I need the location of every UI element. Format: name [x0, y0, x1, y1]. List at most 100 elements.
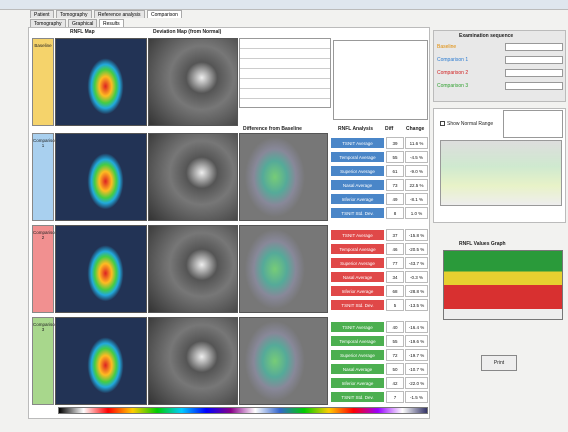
diff-value: 77: [386, 257, 404, 269]
rnfl-map: [55, 225, 147, 313]
metric-label: TSNIT Std. Dev.: [330, 299, 385, 311]
metric-label: Nasal Average: [330, 363, 385, 375]
header: Diff: [385, 126, 394, 132]
diff-value: 49: [386, 193, 404, 205]
change-value: -13.5 %: [405, 299, 428, 311]
change-value: -8.1 %: [405, 193, 428, 205]
change-value: -16.4 %: [405, 321, 428, 333]
diff-value: 8: [386, 207, 404, 219]
metric-label: Nasal Average: [330, 179, 385, 191]
exam-dropdown[interactable]: [505, 82, 563, 90]
metric-label: TSNIT Average: [330, 137, 385, 149]
diff-value: 42: [386, 377, 404, 389]
exam-label[interactable]: Baseline: [32, 38, 54, 126]
exam-label[interactable]: Comparison 3: [32, 317, 57, 405]
sequence-item: Comparison 2: [437, 70, 469, 76]
diff-value: 7: [386, 391, 404, 403]
rnfl-map: [55, 317, 147, 405]
sequence-item: Baseline: [437, 44, 457, 50]
change-value: 22.5 %: [405, 179, 428, 191]
diff-value: 46: [386, 243, 404, 255]
values-graph-title: RNFL Values Graph: [459, 241, 506, 247]
trend-chart: [333, 40, 428, 120]
metric-label: Temporal Average: [330, 243, 385, 255]
deviation-map: [148, 225, 238, 313]
sequence-title: Examination sequence: [459, 33, 514, 39]
change-value: -22.0 %: [405, 377, 428, 389]
rnfl-map: [55, 133, 147, 221]
change-value: 11.6 %: [405, 137, 428, 149]
metric-label: Superior Average: [330, 257, 385, 269]
difference-map: [239, 133, 328, 221]
tab[interactable]: Comparison: [147, 10, 182, 18]
header: Change: [406, 126, 425, 132]
checkbox[interactable]: [440, 121, 445, 126]
checkbox-label: Show Normal Range: [447, 121, 494, 127]
metric-label: TSNIT Std. Dev.: [330, 207, 385, 219]
diff-value: 55: [386, 151, 404, 163]
title-bar: [0, 0, 568, 10]
tab[interactable]: Patient: [30, 10, 54, 18]
change-value: -1.5 %: [405, 391, 428, 403]
deviation-map: [148, 317, 238, 405]
diff-value: 34: [386, 271, 404, 283]
subtab[interactable]: Tomography: [30, 19, 66, 27]
difference-map: [239, 225, 328, 313]
change-value: -4.5 %: [405, 151, 428, 163]
metric-label: Inferior Average: [330, 285, 385, 297]
change-value: -20.5 %: [405, 243, 428, 255]
diff-value: 5: [386, 299, 404, 311]
change-value: -0.3 %: [405, 271, 428, 283]
tsnit-graph: [440, 140, 562, 206]
metric-label: Temporal Average: [330, 151, 385, 163]
change-value: -10.7 %: [405, 363, 428, 375]
subtab[interactable]: Results: [99, 19, 124, 27]
metric-label: Inferior Average: [330, 377, 385, 389]
diff-value: 40: [386, 321, 404, 333]
change-value: -43.7 %: [405, 257, 428, 269]
deviation-map: [148, 133, 238, 221]
tab[interactable]: Reference analysis: [94, 10, 145, 18]
metric-label: TSNIT Average: [330, 321, 385, 333]
change-value: -19.6 %: [405, 335, 428, 347]
legend-box: [503, 110, 563, 138]
sequence-item: Comparison 3: [437, 83, 469, 89]
color-scale: [58, 407, 428, 414]
exam-dropdown[interactable]: [505, 69, 563, 77]
metric-label: Inferior Average: [330, 193, 385, 205]
deviation-map: [148, 38, 238, 126]
exam-label[interactable]: Comparison 2: [32, 225, 57, 313]
sequence-box: [433, 30, 566, 102]
difference-map: [239, 317, 328, 405]
change-value: -15.8 %: [405, 229, 428, 241]
metric-label: Temporal Average: [330, 335, 385, 347]
header: Difference from Baseline: [243, 126, 302, 132]
diff-value: 55: [386, 335, 404, 347]
diff-value: 61: [386, 165, 404, 177]
exam-label[interactable]: Comparison 1: [32, 133, 57, 221]
metric-label: TSNIT Std. Dev.: [330, 391, 385, 403]
header: RNFL Analysis: [338, 126, 374, 132]
metric-label: TSNIT Average: [330, 229, 385, 241]
metric-label: Superior Average: [330, 165, 385, 177]
print-button[interactable]: Print: [481, 355, 517, 371]
header: RNFL Map: [70, 29, 95, 35]
diff-value: 37: [386, 229, 404, 241]
header: Deviation Map (from Normal): [153, 29, 222, 35]
diff-value: 73: [386, 179, 404, 191]
diff-value: 50: [386, 363, 404, 375]
diff-value: 39: [386, 137, 404, 149]
change-value: -19.7 %: [405, 349, 428, 361]
diff-value: 68: [386, 285, 404, 297]
change-value: -28.8 %: [405, 285, 428, 297]
exam-dropdown[interactable]: [505, 43, 563, 51]
metric-label: Nasal Average: [330, 271, 385, 283]
exam-dropdown[interactable]: [505, 56, 563, 64]
subtab[interactable]: Graphical: [68, 19, 98, 27]
metric-label: Superior Average: [330, 349, 385, 361]
rnfl-map: [55, 38, 147, 126]
tab[interactable]: Tomography: [56, 10, 92, 18]
sequence-item: Comparison 1: [437, 57, 469, 63]
change-value: 1.0 %: [405, 207, 428, 219]
